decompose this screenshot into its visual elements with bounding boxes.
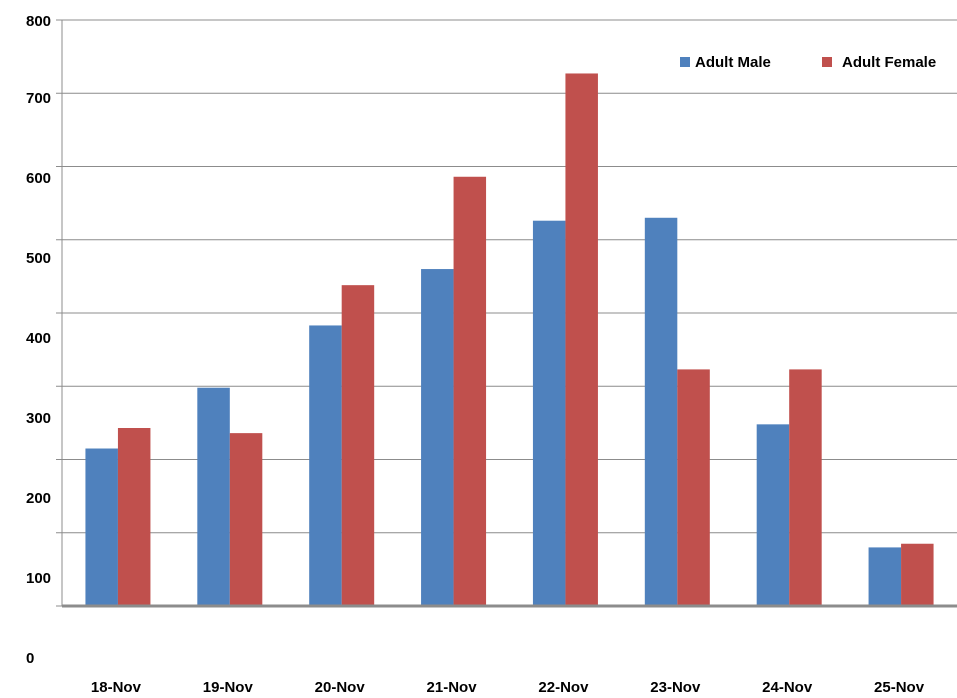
bar-adult-female-21-nov bbox=[453, 176, 487, 606]
y-tick-label: 700 bbox=[26, 90, 51, 107]
y-tick-label: 600 bbox=[26, 170, 51, 187]
y-axis-tick-labels: 0 100 200 300 400 500 600 700 800 bbox=[26, 13, 51, 667]
y-tick-label: 500 bbox=[26, 250, 51, 267]
bars bbox=[85, 73, 934, 606]
bar-adult-male-18-nov bbox=[85, 448, 118, 606]
x-tick-label: 24-Nov bbox=[762, 679, 813, 696]
y-tick-label: 200 bbox=[26, 490, 51, 507]
bar-adult-female-25-nov bbox=[901, 543, 934, 606]
bar-adult-male-22-nov bbox=[532, 220, 566, 606]
x-tick-label: 22-Nov bbox=[538, 679, 589, 696]
bar-adult-male-20-nov bbox=[309, 325, 342, 606]
y-tick-label: 300 bbox=[26, 410, 51, 427]
legend-swatch-adult-female bbox=[822, 57, 832, 67]
x-tick-label: 23-Nov bbox=[650, 679, 701, 696]
bar-adult-female-20-nov bbox=[341, 285, 375, 606]
bar-adult-male-21-nov bbox=[421, 269, 454, 606]
x-axis-tick-labels: 18-Nov 19-Nov 20-Nov 21-Nov 22-Nov 23-Nov 24-N… bbox=[91, 679, 925, 696]
y-tick-label: 400 bbox=[26, 330, 51, 347]
x-tick-label: 19-Nov bbox=[203, 679, 254, 696]
legend: Adult Male Adult Female bbox=[680, 54, 936, 71]
bar-adult-male-25-nov bbox=[868, 547, 902, 606]
axes bbox=[56, 19, 957, 608]
legend-swatch-adult-male bbox=[680, 57, 690, 67]
bar-adult-male-19-nov bbox=[197, 387, 230, 606]
y-tick-label: 100 bbox=[26, 570, 51, 587]
bar-adult-female-23-nov bbox=[677, 369, 710, 606]
x-tick-label: 18-Nov bbox=[91, 679, 142, 696]
gridlines bbox=[62, 19, 957, 534]
x-tick-label: 21-Nov bbox=[427, 679, 478, 696]
legend-label-adult-female: Adult Female bbox=[842, 54, 936, 71]
bar-adult-female-24-nov bbox=[789, 369, 822, 606]
y-tick-label: 800 bbox=[26, 13, 51, 30]
bar-adult-female-18-nov bbox=[117, 428, 151, 606]
y-tick-label: 0 bbox=[26, 650, 34, 667]
bar-adult-male-24-nov bbox=[756, 424, 790, 606]
bar-adult-female-22-nov bbox=[565, 73, 598, 606]
x-tick-label: 20-Nov bbox=[315, 679, 366, 696]
x-tick-label: 25-Nov bbox=[874, 679, 925, 696]
legend-label-adult-male: Adult Male bbox=[695, 54, 771, 71]
bar-adult-female-19-nov bbox=[229, 433, 263, 606]
bar-adult-male-23-nov bbox=[644, 217, 678, 606]
